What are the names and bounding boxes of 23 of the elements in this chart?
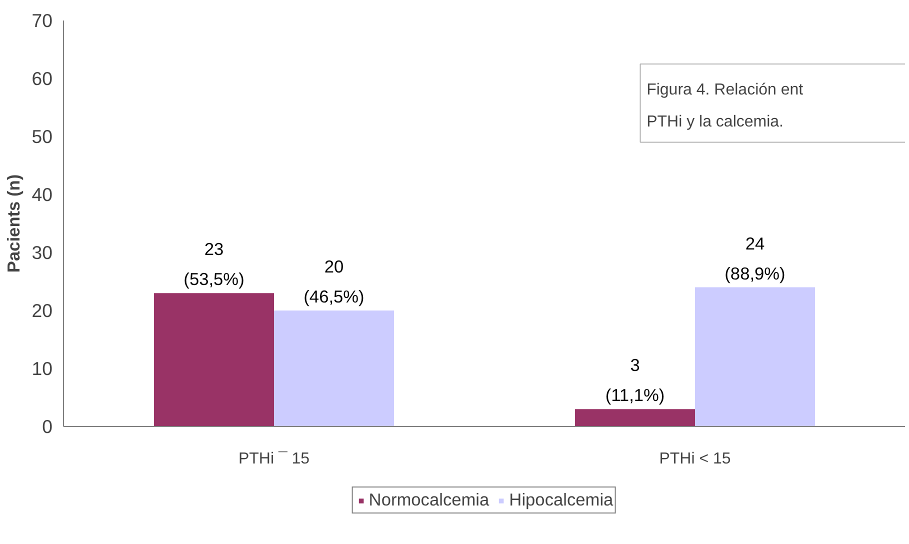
y-tick-label: 50 bbox=[32, 126, 53, 147]
y-tick-label: 20 bbox=[32, 300, 53, 321]
annotation: PTHi y la calcemia. bbox=[646, 114, 784, 130]
legend-label: Hipocalcemia bbox=[509, 490, 614, 510]
data-label: 23 (53,5%) bbox=[184, 239, 244, 290]
y-tick-label: 10 bbox=[32, 358, 53, 379]
bar bbox=[575, 409, 695, 426]
x-tick-label: PTHi < 15 bbox=[659, 450, 731, 468]
y-tick-label: 70 bbox=[32, 10, 53, 31]
legend-label: Normocalcemia bbox=[368, 490, 490, 510]
y-tick-label: 30 bbox=[32, 242, 53, 263]
y-tick-label: 60 bbox=[32, 68, 53, 89]
bar bbox=[695, 287, 815, 426]
annotation: Figura 4. Relación ent bbox=[646, 82, 804, 99]
y-tick-label: 40 bbox=[32, 184, 53, 205]
bar bbox=[154, 293, 274, 426]
y-axis-title: Pacients (n) bbox=[4, 174, 24, 273]
y-tick-label: 0 bbox=[42, 416, 53, 437]
data-label: 20 (46,5%) bbox=[304, 256, 364, 306]
x-tick-label: PTHi ¯ 15 bbox=[238, 450, 310, 468]
bar bbox=[274, 310, 394, 426]
data-label: 3 (11,1%) bbox=[605, 355, 665, 406]
data-label: 24 (88,9%) bbox=[724, 233, 786, 284]
